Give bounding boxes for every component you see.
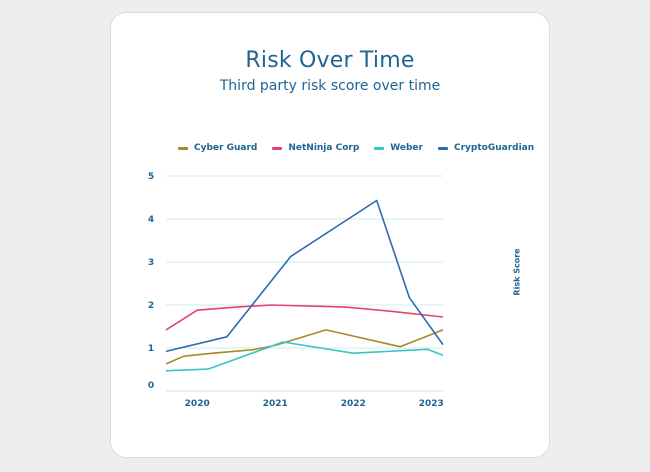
y-tick-label: 4: [148, 215, 154, 225]
y-tick-label: 1: [148, 344, 154, 354]
series-line-cyber-guard: [165, 329, 444, 365]
chart-legend: Cyber Guard NetNinja Corp Weber CryptoGuard…: [178, 143, 534, 153]
legend-swatch: [437, 146, 448, 150]
legend-label: NetNinja Corp: [288, 143, 360, 153]
legend-item[interactable]: NetNinja Corp: [272, 143, 359, 153]
y-tick-label: 2: [148, 301, 154, 311]
x-tick-label: 2020: [185, 399, 210, 409]
legend-label: CryptoGuardian: [453, 143, 535, 153]
y-tick-label: 3: [148, 258, 154, 268]
legend-item[interactable]: CryptoGuardian: [437, 143, 535, 153]
legend-swatch: [374, 146, 385, 150]
legend-swatch: [178, 146, 188, 150]
legend-label: Cyber Guard: [194, 143, 258, 153]
chart-subtitle: Third party risk score over time: [219, 78, 441, 94]
series-line-netninja-corp: [165, 304, 444, 331]
x-tick-label: 2023: [419, 399, 444, 409]
chart-card: [110, 12, 550, 458]
legend-label: Weber: [390, 143, 423, 153]
x-tick-label: 2022: [341, 399, 366, 409]
legend-swatch: [272, 146, 283, 150]
x-tick-label: 2021: [263, 399, 288, 409]
legend-item[interactable]: Weber: [374, 143, 423, 153]
chart-title: Risk Over Time: [245, 48, 415, 73]
y-tick-label: 0: [148, 381, 154, 391]
y-tick-label: 5: [148, 172, 154, 182]
legend-item[interactable]: Cyber Guard: [178, 143, 257, 153]
series-line-weber: [165, 341, 444, 372]
series-line-cryptoguardian: [165, 199, 444, 353]
